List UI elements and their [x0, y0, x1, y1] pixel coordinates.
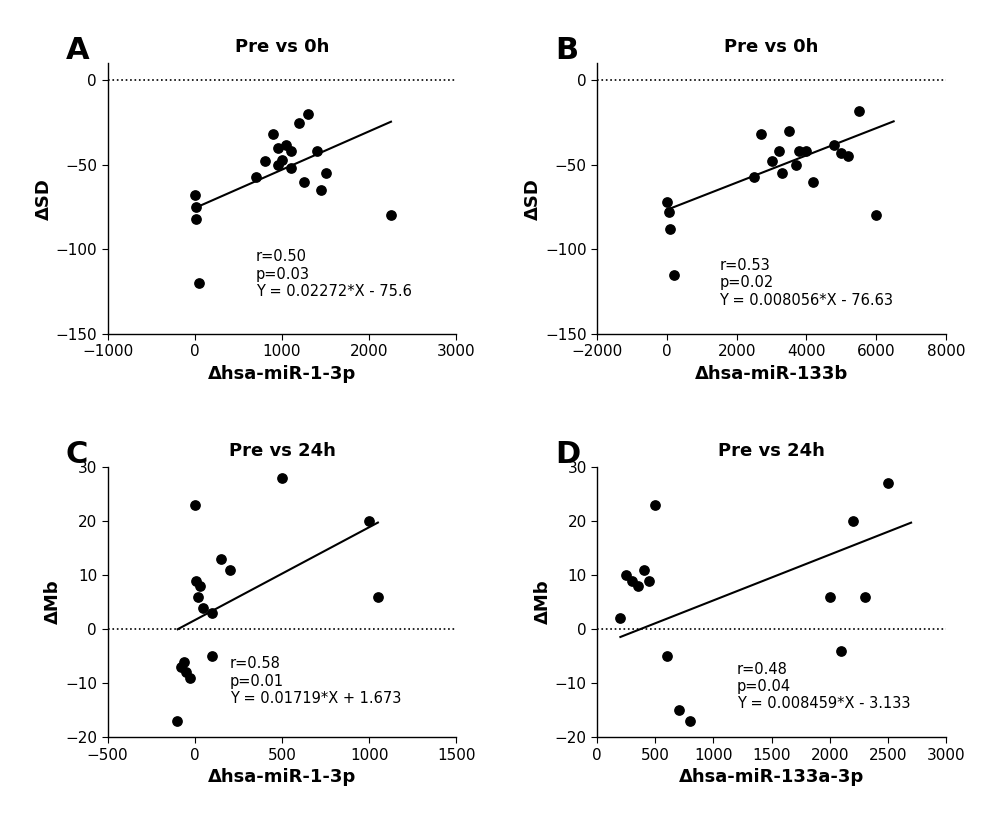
Point	[659, 649, 675, 663]
Text: r=0.48
p=0.04
Y = 0.008459*X - 3.133: r=0.48 p=0.04 Y = 0.008459*X - 3.133	[737, 662, 910, 712]
Point	[833, 644, 849, 658]
Point	[257, 155, 273, 168]
Point	[641, 574, 657, 587]
Point	[187, 189, 203, 202]
Title: Pre vs 24h: Pre vs 24h	[718, 442, 825, 460]
Point	[213, 553, 229, 566]
Text: C: C	[66, 440, 88, 469]
Point	[612, 612, 628, 625]
Point	[176, 655, 192, 668]
Point	[309, 144, 325, 158]
Point	[788, 158, 804, 172]
Point	[618, 569, 634, 582]
Point	[195, 601, 211, 614]
Point	[296, 175, 312, 188]
Point	[662, 222, 678, 236]
Point	[173, 660, 189, 673]
Point	[746, 170, 762, 183]
Point	[851, 104, 867, 117]
Point	[178, 666, 194, 679]
Point	[187, 498, 203, 511]
Text: r=0.53
p=0.02
Y = 0.008056*X - 76.63: r=0.53 p=0.02 Y = 0.008056*X - 76.63	[719, 258, 893, 308]
Point	[840, 149, 856, 163]
Y-axis label: ΔMb: ΔMb	[534, 580, 552, 625]
Point	[188, 574, 204, 587]
Point	[270, 158, 286, 172]
Point	[753, 128, 769, 141]
Y-axis label: ΔSD: ΔSD	[524, 177, 542, 219]
Title: Pre vs 24h: Pre vs 24h	[229, 442, 335, 460]
Point	[826, 138, 842, 151]
Point	[190, 590, 206, 603]
Text: A: A	[66, 36, 89, 66]
Point	[265, 128, 281, 141]
Point	[636, 563, 652, 576]
Point	[822, 590, 838, 603]
Point	[659, 195, 675, 209]
Point	[274, 471, 290, 484]
X-axis label: Δhsa-miR-1-3p: Δhsa-miR-1-3p	[208, 365, 356, 383]
Point	[169, 714, 185, 727]
Point	[222, 563, 238, 576]
Point	[833, 146, 849, 159]
Title: Pre vs 0h: Pre vs 0h	[235, 39, 329, 57]
Point	[270, 141, 286, 154]
Point	[313, 184, 329, 197]
Point	[182, 672, 198, 685]
Point	[791, 144, 807, 158]
X-axis label: Δhsa-miR-133a-3p: Δhsa-miR-133a-3p	[679, 768, 864, 787]
Text: B: B	[555, 36, 578, 66]
Point	[671, 704, 687, 717]
Point	[283, 144, 299, 158]
Point	[191, 277, 207, 290]
Point	[868, 209, 884, 222]
Point	[300, 108, 316, 121]
Point	[798, 144, 814, 158]
Y-axis label: ΔMb: ΔMb	[44, 580, 62, 625]
Point	[857, 590, 873, 603]
Text: r=0.50
p=0.03
Y = 0.02272*X - 75.6: r=0.50 p=0.03 Y = 0.02272*X - 75.6	[256, 250, 412, 299]
Point	[682, 714, 698, 727]
Point	[204, 607, 220, 620]
Point	[318, 167, 334, 180]
Text: D: D	[555, 440, 581, 469]
Point	[624, 574, 640, 587]
Point	[661, 205, 677, 218]
X-axis label: Δhsa-miR-1-3p: Δhsa-miR-1-3p	[208, 768, 356, 787]
Point	[805, 175, 821, 188]
Point	[283, 162, 299, 175]
Point	[383, 209, 399, 222]
Y-axis label: ΔSD: ΔSD	[35, 177, 53, 219]
Title: Pre vs 0h: Pre vs 0h	[724, 39, 819, 57]
Point	[845, 515, 861, 528]
Point	[291, 116, 307, 129]
X-axis label: Δhsa-miR-133b: Δhsa-miR-133b	[695, 365, 848, 383]
Point	[278, 138, 294, 151]
Point	[361, 515, 377, 528]
Point	[771, 144, 787, 158]
Point	[647, 498, 663, 511]
Point	[764, 155, 780, 168]
Point	[774, 167, 790, 180]
Point	[188, 213, 204, 226]
Point	[204, 649, 220, 663]
Text: r=0.58
p=0.01
Y = 0.01719*X + 1.673: r=0.58 p=0.01 Y = 0.01719*X + 1.673	[230, 656, 401, 706]
Point	[781, 125, 797, 138]
Point	[188, 200, 204, 213]
Point	[666, 268, 682, 281]
Point	[248, 170, 264, 183]
Point	[630, 580, 646, 593]
Point	[192, 580, 208, 593]
Point	[880, 477, 896, 490]
Point	[274, 154, 290, 167]
Point	[370, 590, 386, 603]
